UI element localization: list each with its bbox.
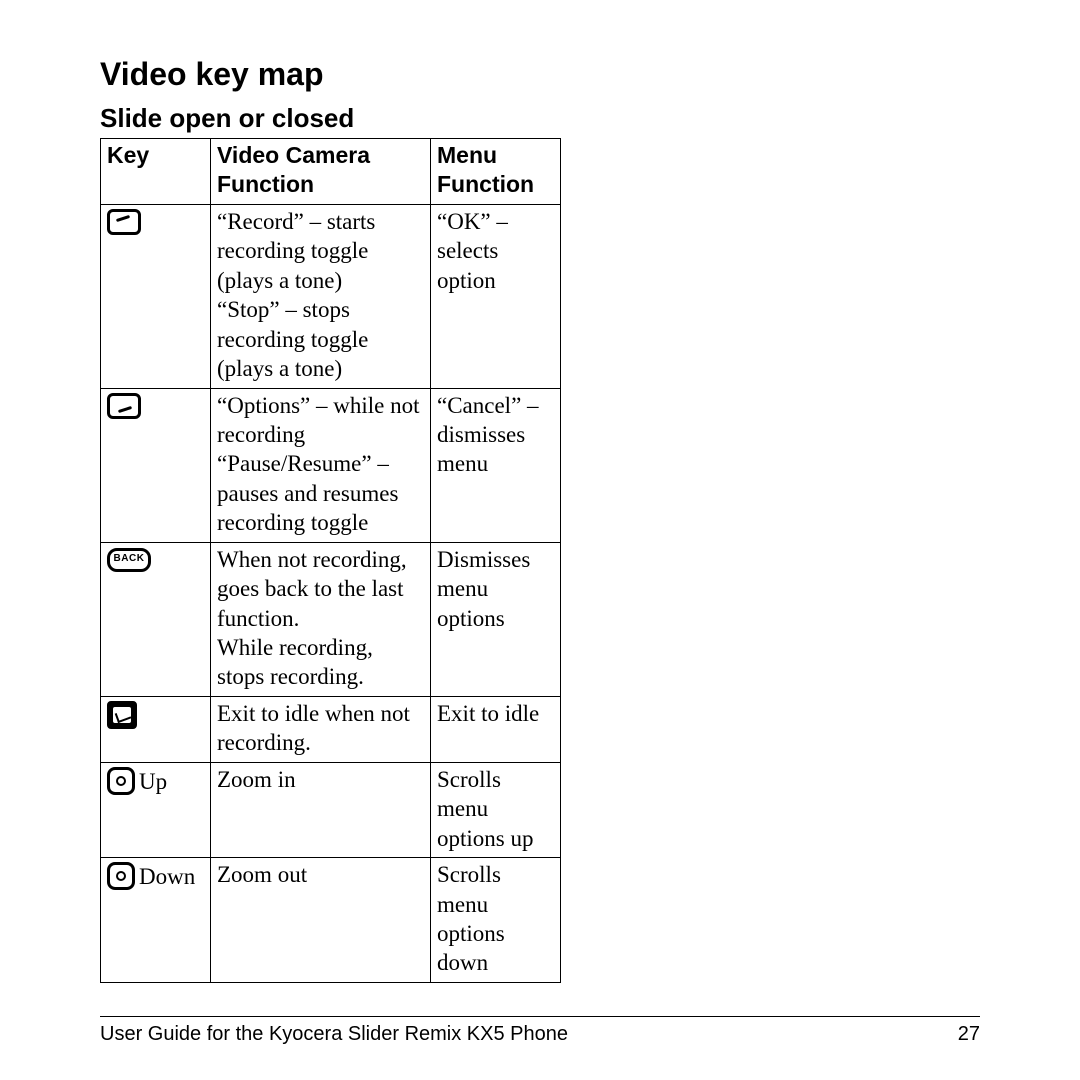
page-footer: User Guide for the Kyocera Slider Remix … — [100, 1016, 980, 1046]
section-subtitle: Slide open or closed — [100, 103, 980, 134]
document-page: Video key map Slide open or closed Key V… — [0, 0, 1080, 1080]
nav-ring-icon — [107, 767, 135, 795]
table-row: Down Zoom out Scrolls menu options down — [101, 858, 561, 983]
cell-menu-function: “Cancel” – dismisses menu — [431, 388, 561, 542]
table-row: Up Zoom in Scrolls menu options up — [101, 762, 561, 857]
cell-key: Up — [101, 762, 211, 857]
cell-key — [101, 388, 211, 542]
cell-key — [101, 204, 211, 388]
cell-camera-function: When not recording, goes back to the las… — [211, 542, 431, 696]
cell-camera-function: “Options” – while not recording“Pause/Re… — [211, 388, 431, 542]
table-header-row: Key Video Camera Function Menu Function — [101, 139, 561, 205]
key-direction-label: Up — [139, 765, 167, 796]
cell-key: BACK — [101, 542, 211, 696]
table-row: “Record” – starts recording toggle (play… — [101, 204, 561, 388]
col-header-camera: Video Camera Function — [211, 139, 431, 205]
cell-key: Down — [101, 858, 211, 983]
back-key-icon: BACK — [107, 548, 151, 572]
cell-camera-function: Zoom out — [211, 858, 431, 983]
key-map-table: Key Video Camera Function Menu Function — [100, 138, 561, 983]
col-header-key: Key — [101, 139, 211, 205]
cell-menu-function: Dismisses menu options — [431, 542, 561, 696]
footer-page-number: 27 — [958, 1023, 980, 1046]
page-title: Video key map — [100, 56, 980, 93]
cell-key — [101, 696, 211, 762]
right-softkey-icon — [107, 393, 141, 419]
cell-camera-function: Exit to idle when not recording. — [211, 696, 431, 762]
cell-camera-function: “Record” – starts recording toggle (play… — [211, 204, 431, 388]
cell-menu-function: “OK” – selects option — [431, 204, 561, 388]
table-row: Exit to idle when not recording. Exit to… — [101, 696, 561, 762]
cell-camera-function: Zoom in — [211, 762, 431, 857]
left-softkey-icon — [107, 209, 141, 235]
nav-ring-icon — [107, 862, 135, 890]
table-row: BACK When not recording, goes back to th… — [101, 542, 561, 696]
footer-text: User Guide for the Kyocera Slider Remix … — [100, 1023, 568, 1046]
cell-menu-function: Scrolls menu options up — [431, 762, 561, 857]
cell-menu-function: Scrolls menu options down — [431, 858, 561, 983]
key-direction-label: Down — [139, 860, 195, 891]
end-key-icon — [107, 701, 137, 729]
col-header-menu: Menu Function — [431, 139, 561, 205]
cell-menu-function: Exit to idle — [431, 696, 561, 762]
table-row: “Options” – while not recording“Pause/Re… — [101, 388, 561, 542]
